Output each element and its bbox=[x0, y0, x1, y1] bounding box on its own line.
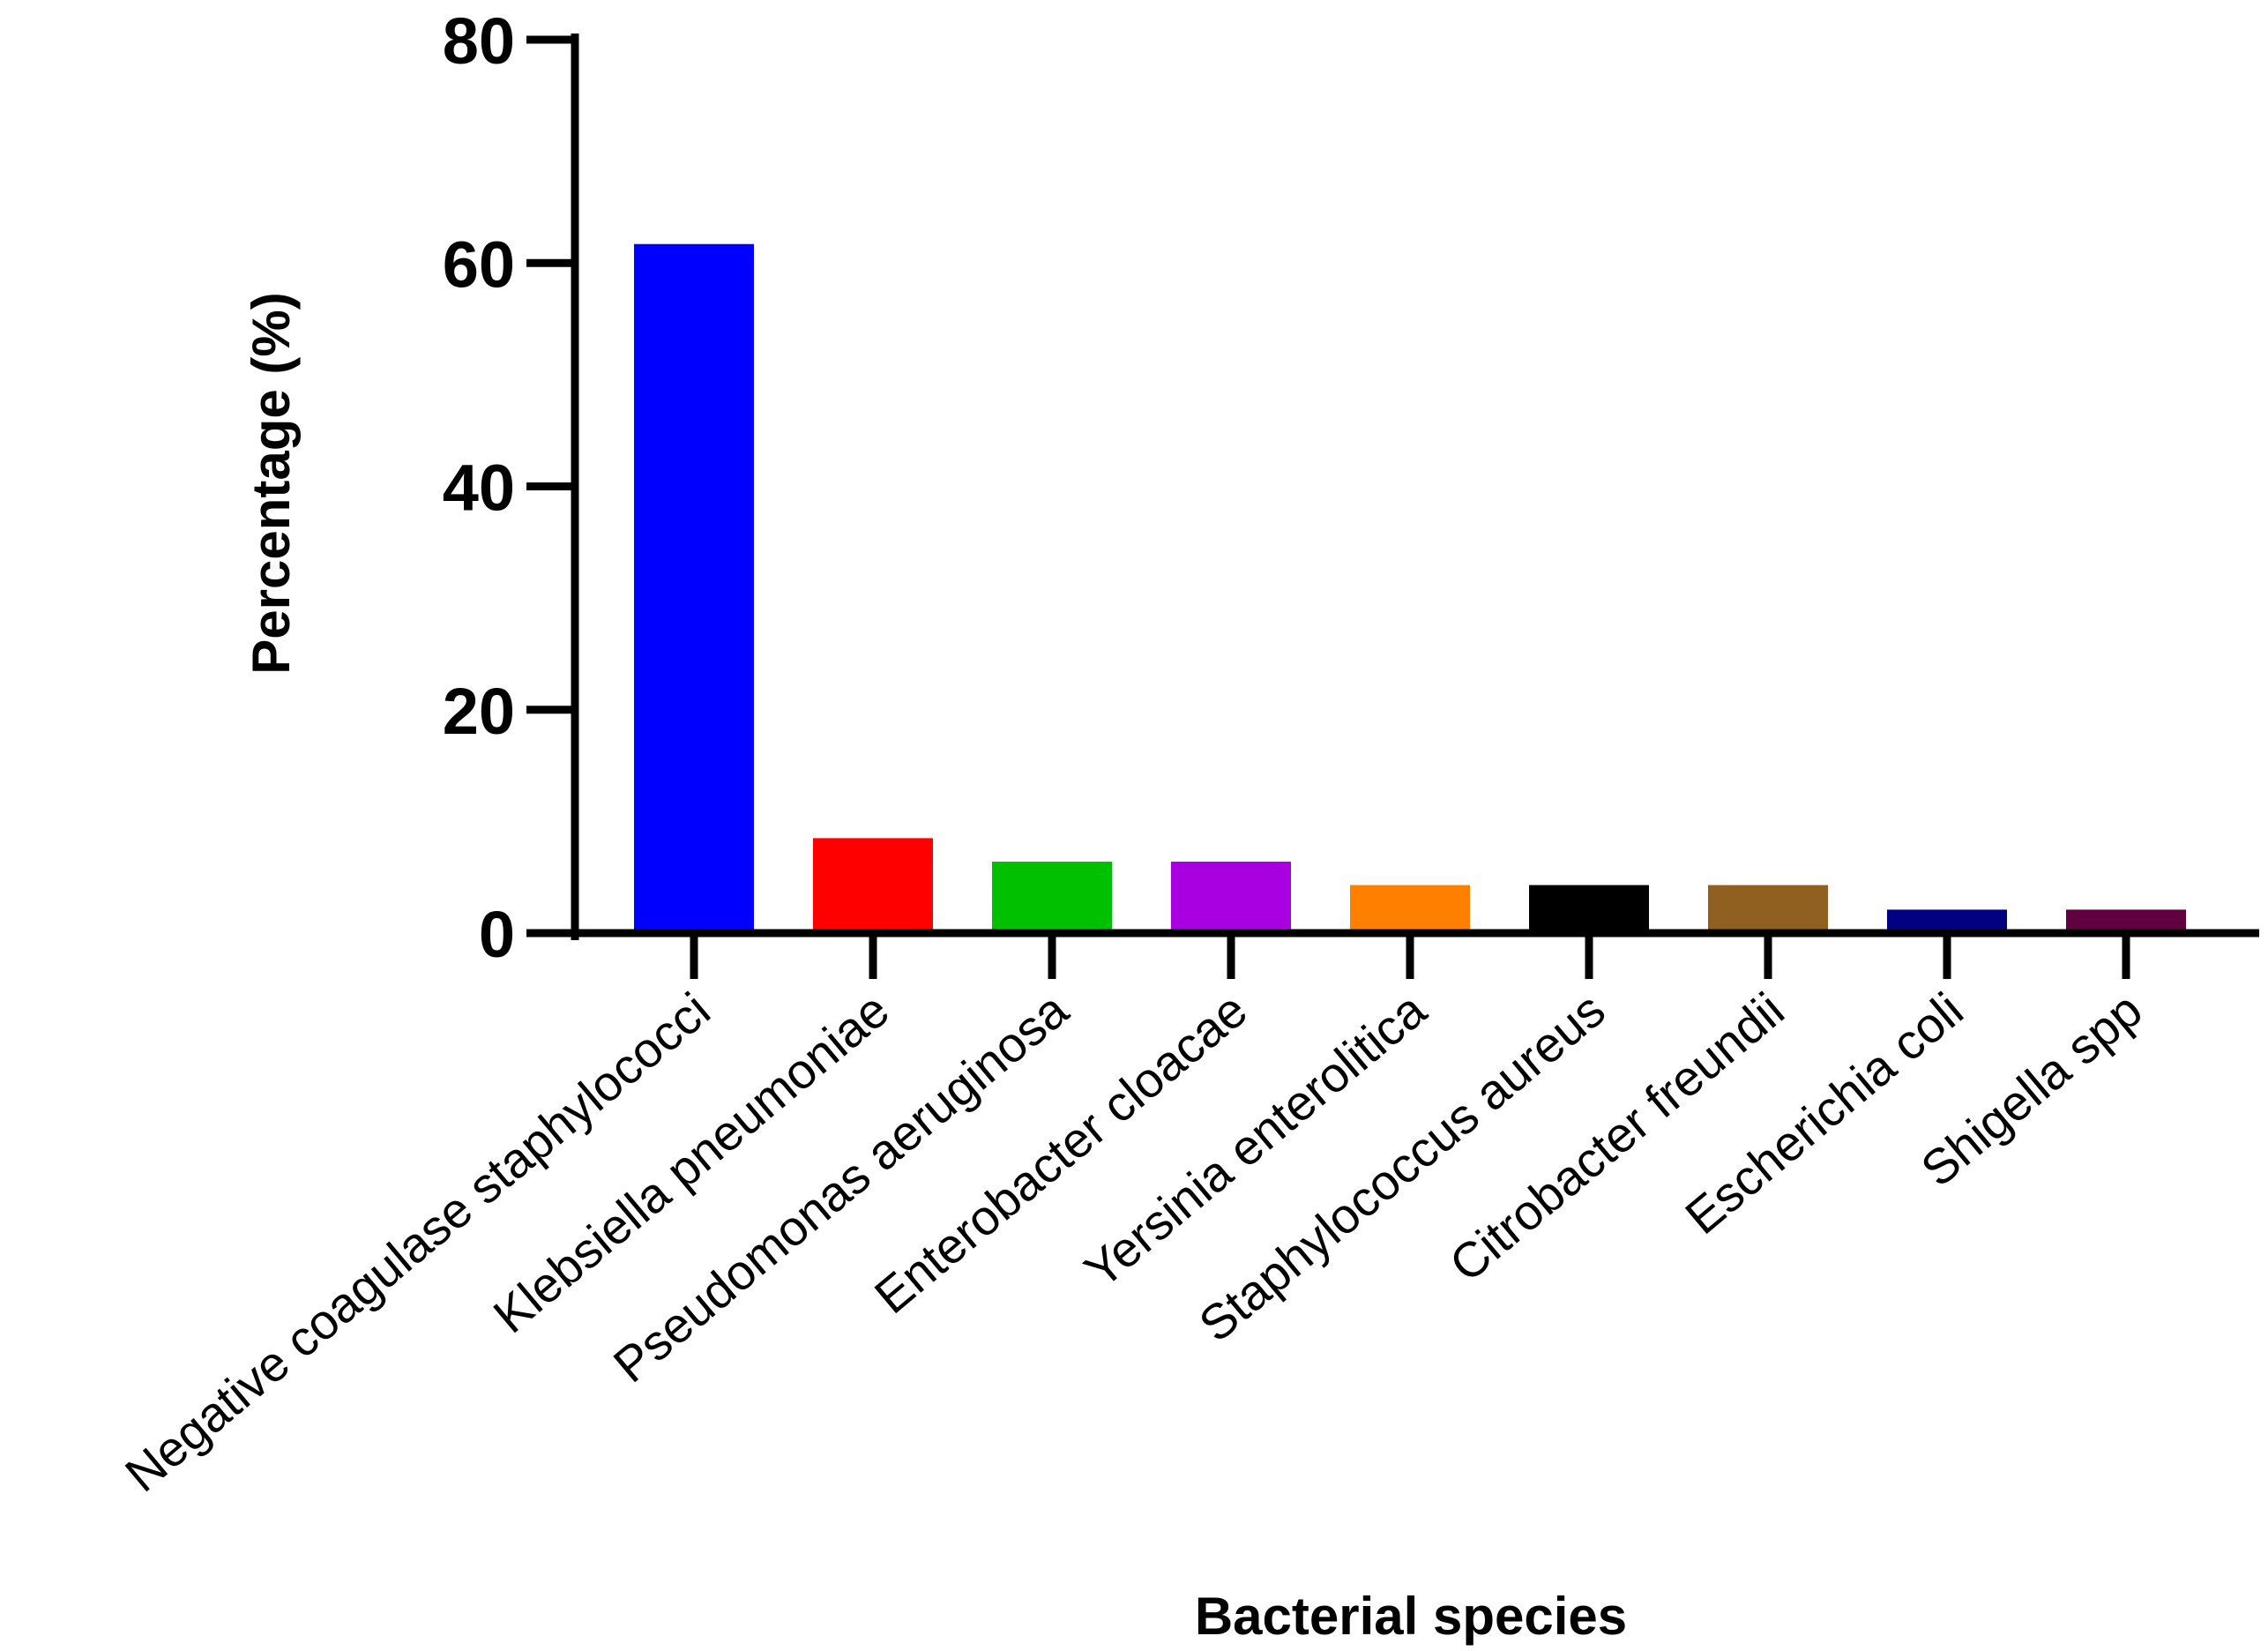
x-tick-label: Yersinia enterolitica bbox=[1074, 981, 1437, 1298]
bar bbox=[1708, 885, 1828, 933]
y-tick-label: 80 bbox=[443, 4, 515, 78]
bar bbox=[1529, 885, 1649, 933]
bar bbox=[992, 861, 1112, 933]
bars-group bbox=[634, 243, 2186, 933]
x-axis-title: Bacterial species bbox=[1195, 1587, 1627, 1646]
x-tick-label: Citrobacter freundii bbox=[1439, 982, 1794, 1292]
y-tick-label: 20 bbox=[443, 675, 515, 748]
axes-group bbox=[526, 34, 2259, 940]
y-tick-label: 0 bbox=[479, 898, 515, 971]
y-axis-title: Percentage (%) bbox=[242, 292, 301, 674]
bar bbox=[634, 243, 754, 933]
y-tick-label: 60 bbox=[443, 228, 515, 301]
bar bbox=[1171, 861, 1291, 933]
y-ticks-group: 0 20 40 60 80 bbox=[443, 4, 575, 971]
bar bbox=[1350, 885, 1470, 933]
y-tick-label: 40 bbox=[443, 452, 515, 525]
x-ticks-group: Negative coagulase staphylococciKlebsiel… bbox=[115, 937, 2152, 1502]
bar bbox=[813, 838, 933, 933]
